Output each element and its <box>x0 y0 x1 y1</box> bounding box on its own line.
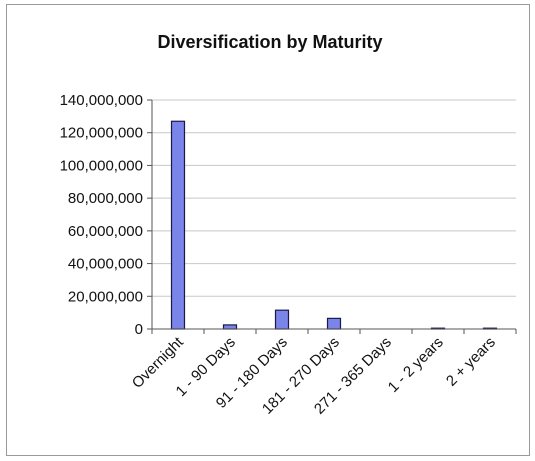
y-tick-label: 100,000,000 <box>60 157 143 174</box>
x-tick-label: 2 + years <box>443 334 499 390</box>
gridlines <box>152 100 516 296</box>
y-tick-label: 60,000,000 <box>68 223 143 240</box>
bars <box>172 121 497 329</box>
bar <box>224 325 237 329</box>
bar <box>276 310 289 329</box>
y-tick-label: 120,000,000 <box>60 125 143 142</box>
y-tick-label: 80,000,000 <box>68 190 143 207</box>
y-tick-label: 20,000,000 <box>68 288 143 305</box>
bar <box>172 121 185 329</box>
y-tick-label: 40,000,000 <box>68 256 143 273</box>
y-tick-label: 0 <box>135 321 143 338</box>
axes <box>152 100 516 329</box>
chart-title: Diversification by Maturity <box>157 32 382 52</box>
y-axis-ticks: 0 20,000,000 40,000,000 60,000,000 80,000,00… <box>60 92 152 338</box>
x-tick-label: 1 - 2 years <box>385 334 447 396</box>
bar <box>328 318 341 329</box>
y-tick-label: 140,000,000 <box>60 92 143 109</box>
